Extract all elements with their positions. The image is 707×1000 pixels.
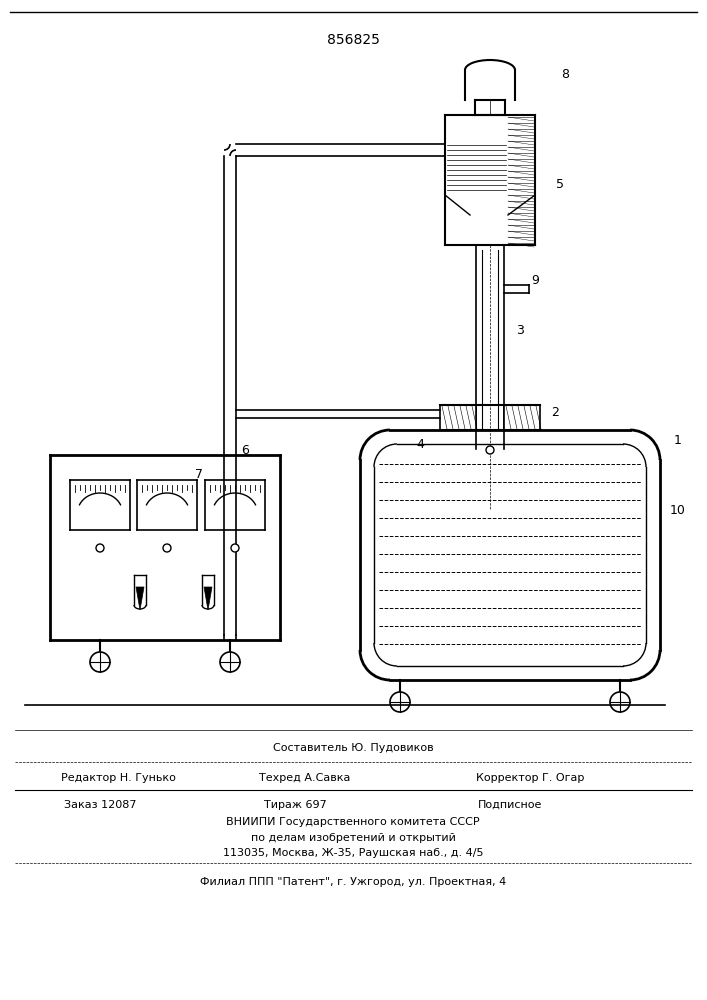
Text: ВНИИПИ Государственного комитета СССР: ВНИИПИ Государственного комитета СССР [226,817,480,827]
Text: 2: 2 [551,406,559,420]
Polygon shape [204,587,212,610]
Text: Редактор Н. Гунько: Редактор Н. Гунько [61,773,175,783]
Polygon shape [504,405,540,430]
Circle shape [90,652,110,672]
Text: Подписное: Подписное [478,800,542,810]
Text: 1: 1 [674,434,682,446]
Text: Тираж 697: Тираж 697 [264,800,327,810]
Text: Составитель Ю. Пудовиков: Составитель Ю. Пудовиков [273,743,433,753]
Circle shape [96,544,104,552]
Circle shape [610,692,630,712]
Text: 113035, Москва, Ж-35, Раушская наб., д. 4/5: 113035, Москва, Ж-35, Раушская наб., д. … [223,848,484,858]
Circle shape [390,692,410,712]
Polygon shape [136,587,144,610]
Text: 10: 10 [670,504,686,516]
Text: Заказ 12087: Заказ 12087 [64,800,136,810]
Text: 6: 6 [241,444,249,456]
Circle shape [163,544,171,552]
Circle shape [231,544,239,552]
Text: 5: 5 [556,178,564,192]
Text: по делам изобретений и открытий: по делам изобретений и открытий [250,833,455,843]
Text: 856825: 856825 [327,33,380,47]
Circle shape [220,652,240,672]
Text: 7: 7 [196,468,204,482]
Text: 4: 4 [416,438,424,452]
Polygon shape [440,405,476,430]
Text: 9: 9 [531,273,539,286]
Text: Корректор Г. Огар: Корректор Г. Огар [476,773,584,783]
Text: 8: 8 [561,68,569,82]
Text: Филиал ППП "Патент", г. Ужгород, ул. Проектная, 4: Филиал ППП "Патент", г. Ужгород, ул. Про… [200,877,506,887]
Text: Техред А.Савка: Техред А.Савка [259,773,351,783]
Text: 3: 3 [516,324,524,336]
Circle shape [486,446,494,454]
